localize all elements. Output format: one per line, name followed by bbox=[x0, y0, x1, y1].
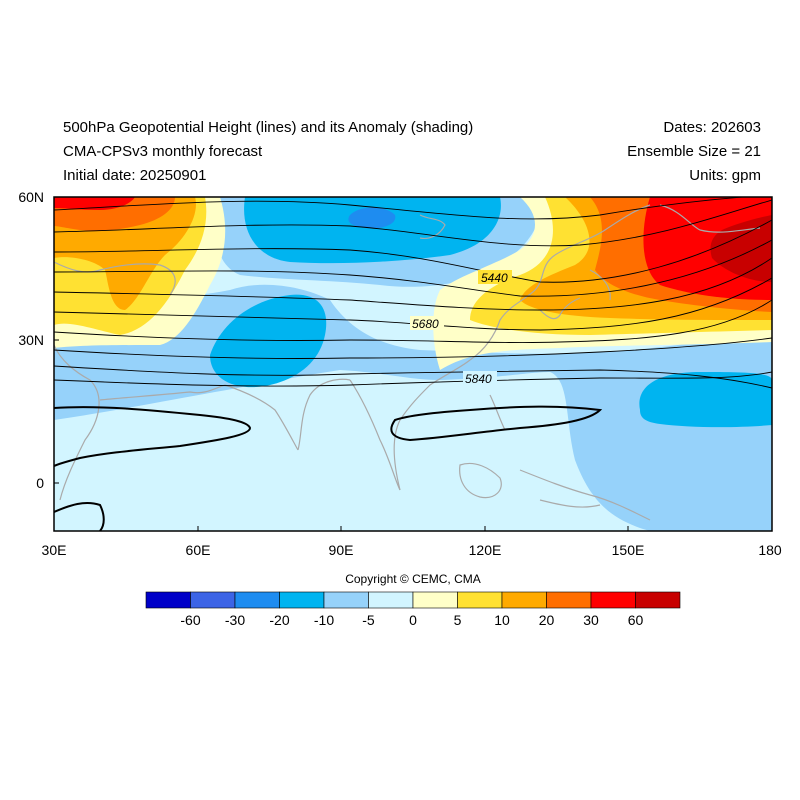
plot-frame bbox=[53, 196, 773, 532]
lon-tick-150e: 150E bbox=[612, 542, 645, 558]
colorbar-label: -30 bbox=[225, 612, 245, 628]
colorbar-swatch bbox=[546, 591, 592, 609]
copyright-notice: Copyright © CEMC, CMA bbox=[345, 572, 481, 586]
contour-label-5440-bg bbox=[478, 270, 512, 284]
coastlines bbox=[54, 204, 761, 521]
shade-minus10-pacific bbox=[639, 372, 772, 428]
colorbar-label: 60 bbox=[628, 612, 644, 628]
map-title: 500hPa Geopotential Height (lines) and i… bbox=[63, 119, 474, 136]
colorbar-swatch bbox=[501, 591, 547, 609]
height-contours bbox=[54, 197, 772, 389]
lon-tick-60e: 60E bbox=[186, 542, 211, 558]
colorbar-label: 30 bbox=[583, 612, 599, 628]
lon-tick-180: 180 bbox=[758, 542, 782, 558]
contour-label-5840-bg bbox=[463, 371, 497, 385]
colorbar-swatch bbox=[279, 591, 325, 609]
colorbar: -60 -30 -20 -10 -5 0 5 10 20 30 60 bbox=[145, 591, 681, 628]
colorbar-label: -20 bbox=[269, 612, 289, 628]
colorbar-swatch bbox=[412, 591, 458, 609]
colorbar-label: -5 bbox=[362, 612, 375, 628]
colorbar-swatch bbox=[145, 591, 191, 609]
colorbar-label: 0 bbox=[409, 612, 417, 628]
shade-minus10-south-asia bbox=[210, 294, 327, 388]
colorbar-label: 5 bbox=[454, 612, 462, 628]
units-label: Units: gpm bbox=[689, 167, 761, 184]
colorbar-label: -10 bbox=[314, 612, 334, 628]
lat-tick-30n: 30N bbox=[18, 332, 44, 348]
colorbar-label: 10 bbox=[494, 612, 510, 628]
contour-label-5680: 5680 bbox=[412, 317, 439, 331]
colorbar-swatch bbox=[323, 591, 369, 609]
thick-contours bbox=[54, 405, 603, 531]
model-name: CMA-CPSv3 monthly forecast bbox=[63, 143, 263, 160]
lon-tick-30e: 30E bbox=[42, 542, 67, 558]
contour-label-5440: 5440 bbox=[481, 271, 508, 285]
lat-tick-60n: 60N bbox=[18, 189, 44, 205]
anomaly-shading bbox=[54, 197, 772, 531]
forecast-dates: Dates: 202603 bbox=[663, 119, 761, 136]
colorbar-swatch bbox=[635, 591, 681, 609]
colorbar-swatch bbox=[234, 591, 280, 609]
contour-label-5680-bg bbox=[410, 316, 444, 330]
lon-tick-120e: 120E bbox=[469, 542, 502, 558]
colorbar-swatch bbox=[590, 591, 636, 609]
contour-label-5840: 5840 bbox=[465, 372, 492, 386]
initial-date: Initial date: 20250901 bbox=[63, 167, 207, 184]
axis-ticks bbox=[54, 196, 629, 531]
colorbar-swatch bbox=[368, 591, 414, 609]
colorbar-swatch bbox=[457, 591, 503, 609]
colorbar-label: -60 bbox=[180, 612, 200, 628]
colorbar-label: 20 bbox=[539, 612, 555, 628]
lat-tick-0: 0 bbox=[36, 475, 44, 491]
lon-tick-90e: 90E bbox=[329, 542, 354, 558]
ensemble-size: Ensemble Size = 21 bbox=[627, 143, 761, 160]
shade-minus20-siberia bbox=[348, 207, 396, 229]
colorbar-swatch bbox=[190, 591, 236, 609]
shade-minus5-band bbox=[54, 240, 772, 531]
